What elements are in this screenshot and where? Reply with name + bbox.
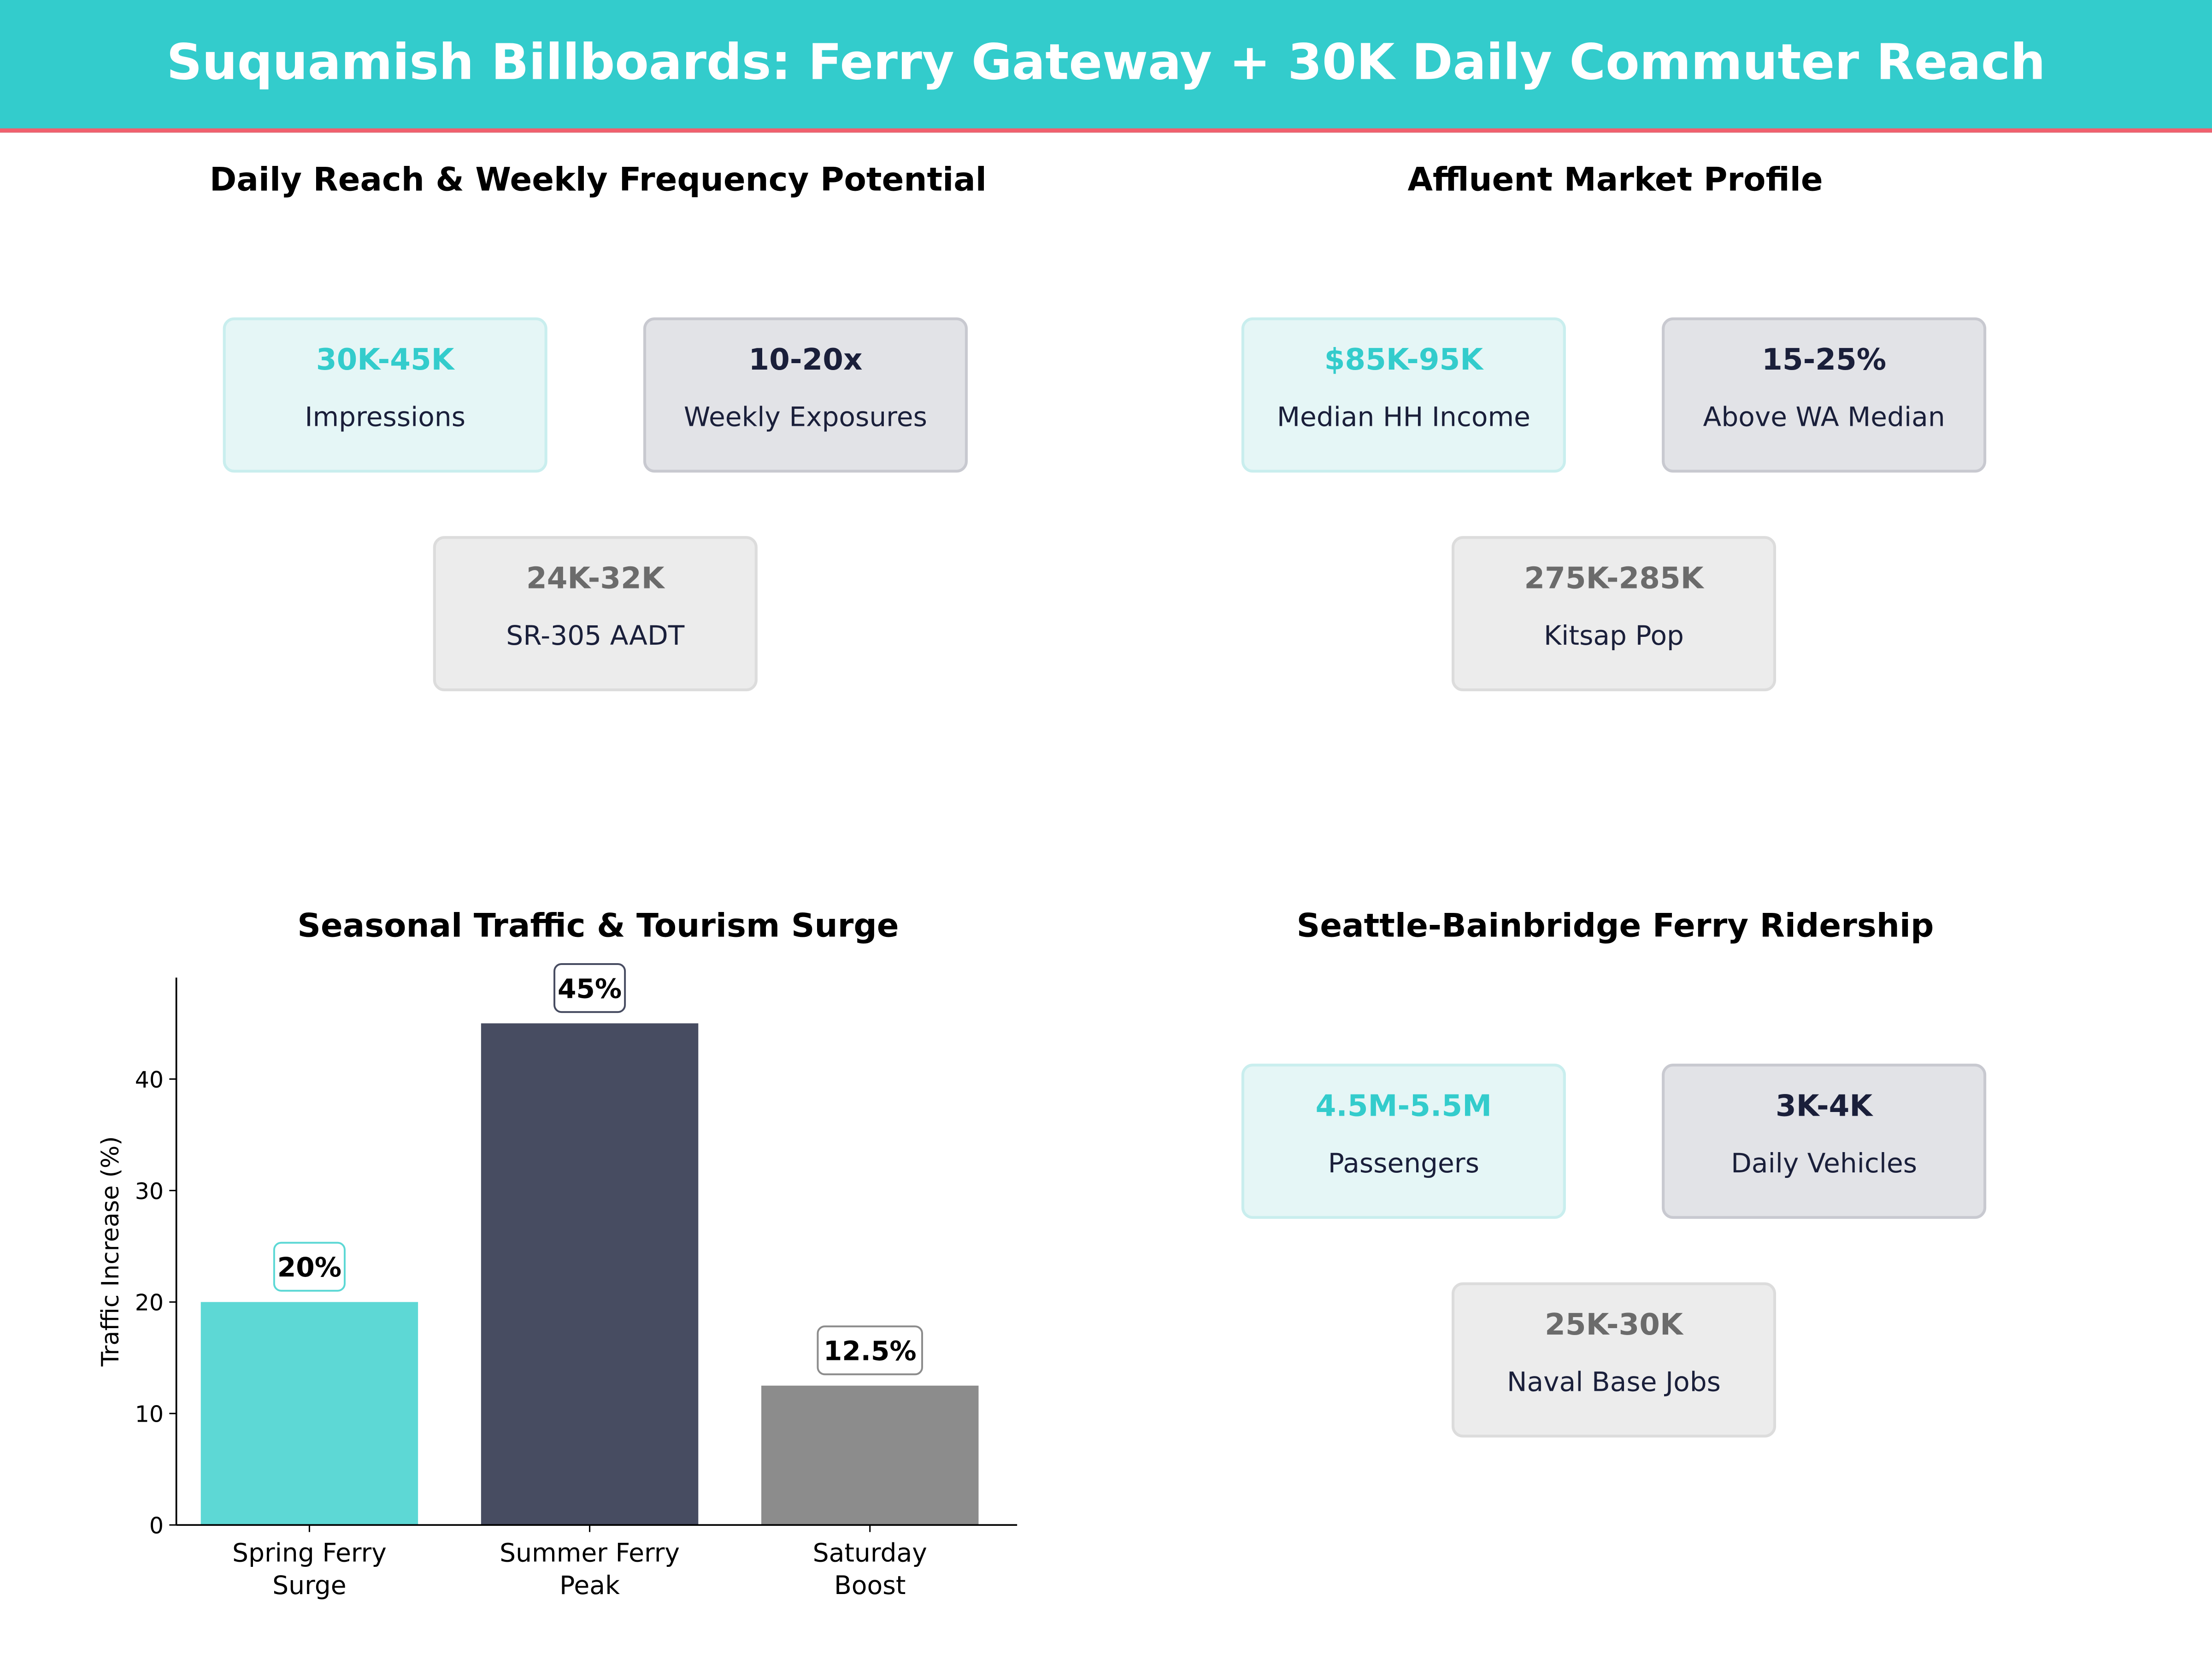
page-title: Suquamish Billboards: Ferry Gateway + 30… bbox=[166, 35, 2046, 92]
y-tick-label: 20 bbox=[135, 1290, 164, 1316]
stat-label: Daily Vehicles bbox=[1731, 1148, 1918, 1180]
stat-card-above-median: 15-25% Above WA Median bbox=[1662, 317, 1987, 473]
stat-value: 10-20x bbox=[748, 342, 863, 377]
panel-title-reach: Daily Reach & Weekly Frequency Potential bbox=[209, 162, 987, 199]
stat-card-naval-jobs: 25K-30K Naval Base Jobs bbox=[1451, 1282, 1777, 1438]
stat-card-vehicles: 3K-4K Daily Vehicles bbox=[1662, 1064, 1987, 1219]
x-tick-label: Spring Ferry bbox=[232, 1538, 387, 1568]
chart-title: Seasonal Traffic & Tourism Surge bbox=[297, 908, 899, 946]
y-tick-label: 10 bbox=[135, 1401, 164, 1428]
panel-title-market: Affluent Market Profile bbox=[1407, 162, 1823, 199]
stat-value: 15-25% bbox=[1762, 342, 1887, 377]
data-label-box bbox=[273, 1241, 346, 1292]
stat-card-passengers: 4.5M-5.5M Passengers bbox=[1241, 1064, 1566, 1219]
stat-value: 24K-32K bbox=[526, 561, 665, 595]
stat-value: 275K-285K bbox=[1524, 561, 1704, 595]
x-tick-label: Surge bbox=[272, 1571, 346, 1600]
stat-value: $85K-95K bbox=[1324, 342, 1483, 377]
stat-value: 25K-30K bbox=[1545, 1307, 1683, 1342]
stat-card-weekly-exposures: 10-20x Weekly Exposures bbox=[643, 317, 968, 473]
x-tick-label: Saturday bbox=[813, 1538, 927, 1568]
stat-label: Above WA Median bbox=[1703, 402, 1945, 433]
stat-card-aadt: 24K-32K SR-305 AADT bbox=[433, 536, 758, 691]
y-tick-label: 40 bbox=[135, 1067, 164, 1093]
data-label: 12.5% bbox=[824, 1335, 917, 1367]
stat-card-population: 275K-285K Kitsap Pop bbox=[1451, 536, 1777, 691]
bar bbox=[761, 1385, 979, 1525]
stat-card-income: $85K-95K Median HH Income bbox=[1241, 317, 1566, 473]
data-label: 20% bbox=[277, 1252, 341, 1283]
data-label-box bbox=[817, 1325, 923, 1376]
y-tick-label: 0 bbox=[149, 1513, 164, 1539]
data-label-box bbox=[553, 963, 626, 1013]
x-tick-label: Peak bbox=[559, 1571, 620, 1600]
y-tick-label: 30 bbox=[135, 1178, 164, 1205]
bar bbox=[200, 1302, 418, 1525]
stat-label: Median HH Income bbox=[1277, 402, 1530, 433]
stat-label: Naval Base Jobs bbox=[1507, 1367, 1721, 1398]
stat-value: 30K-45K bbox=[316, 342, 454, 377]
data-label: 45% bbox=[558, 973, 622, 1004]
panel-title-ferry: Seattle-Bainbridge Ferry Ridership bbox=[1296, 908, 1934, 946]
x-tick-label: Summer Ferry bbox=[500, 1538, 680, 1568]
stat-label: SR-305 AADT bbox=[506, 620, 685, 652]
stat-card-impressions: 30K-45K Impressions bbox=[223, 317, 547, 473]
y-axis-label: Traffic Increase (%) bbox=[97, 1136, 124, 1367]
stat-label: Kitsap Pop bbox=[1544, 620, 1684, 652]
stat-label: Weekly Exposures bbox=[683, 402, 927, 433]
header-banner: Suquamish Billboards: Ferry Gateway + 30… bbox=[0, 0, 2212, 133]
stat-label: Impressions bbox=[305, 402, 466, 433]
stat-label: Passengers bbox=[1328, 1148, 1480, 1180]
stat-value: 3K-4K bbox=[1775, 1089, 1873, 1123]
bar bbox=[481, 1023, 699, 1525]
x-tick-label: Boost bbox=[834, 1571, 906, 1600]
stat-value: 4.5M-5.5M bbox=[1315, 1089, 1492, 1123]
